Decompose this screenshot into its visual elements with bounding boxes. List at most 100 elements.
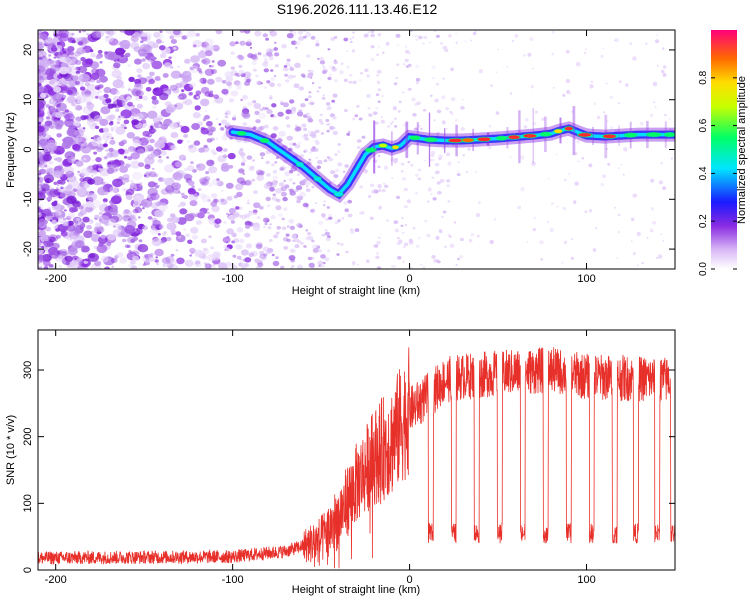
spectrogram-point [188,212,196,219]
spectrogram-point [226,235,230,238]
spectrogram-point [171,216,180,223]
spectrogram-point [573,200,577,204]
spectrogram-point [343,201,348,205]
spectrogram-point [61,62,67,68]
spectrogram-point [198,79,204,83]
spectrogram-point [251,178,256,182]
spectrogram-point [72,72,84,82]
spectrogram-point [242,42,247,46]
spectrogram-point [136,137,139,140]
spectrogram-point [275,205,282,211]
ridge-blob [462,138,474,142]
spectrogram-point [108,114,116,120]
spectrogram-point [96,228,101,232]
spectrogram-point [317,220,324,226]
spectrogram-point [296,199,301,204]
spectrogram-point [232,234,237,238]
spectrogram-point [286,124,291,128]
spectrogram-point [375,255,380,259]
spectrogram-point [259,253,267,260]
spectrogram-point [547,221,550,223]
spectrogram-point [49,137,53,140]
spectrogram-point [324,231,330,236]
spectrogram-point [404,58,409,63]
spectrogram-point [649,228,654,233]
spectrogram-point [433,119,436,122]
spectrogram-point [87,252,100,262]
spectrogram-point [38,30,41,34]
spectrogram-point [438,157,442,161]
spectrogram-point [93,115,103,122]
spectrogram-point [309,101,315,106]
spectrogram-point [202,58,211,65]
spectrogram-point [42,234,51,242]
spectrogram-point [55,124,63,130]
spectrogram-point [600,54,604,58]
spectrogram-point [253,211,258,215]
spectrogram-point [136,74,142,78]
ridge-blob [410,136,420,140]
spectrogram-point [61,111,66,115]
spectrogram-point [435,235,440,240]
spectrogram-point [653,101,655,104]
spectrogram-point [252,126,257,130]
spectrogram-point [402,260,405,263]
spectrogram-point [641,261,644,265]
spectrogram-point [47,44,51,47]
spectrogram-point [204,114,211,120]
spectrogram-point [95,222,102,228]
spectrogram-point [128,218,133,222]
spectrogram-point [66,216,72,221]
spectrogram-point [224,71,233,79]
spectrogram-point [359,185,364,189]
spectrogram-point [432,197,437,201]
spectrogram-point [283,66,289,72]
spectrogram-point [424,219,428,223]
spectrogram-point [185,233,190,238]
spectrogram-point [620,163,623,166]
spectrogram-point [138,216,141,219]
spectrogram-point [130,180,134,183]
spectrogram-point [415,81,419,85]
spectrogram-point [225,241,229,244]
spectrogram-point [109,139,116,145]
spectrogram-point [61,220,69,227]
spectrogram-point [459,237,464,242]
spectrogram-point [116,117,122,121]
ridge-blob [296,162,304,167]
spectrogram-point [123,30,135,36]
spectrogram-point [376,252,379,255]
spectrogram-point [76,173,80,176]
spectrogram-point [38,76,42,80]
ridge-blob [334,192,343,197]
spectrogram-point [265,149,272,155]
spectrogram-point [177,121,181,124]
spectrogram-point [145,211,148,214]
spectrogram-point [152,117,161,123]
spectrogram-point [392,264,397,269]
spectrogram-point [67,79,77,87]
spectrogram-point [520,155,525,160]
spectrogram-point [53,170,63,179]
spectrogram-point [64,113,71,119]
spectrogram-point [200,79,207,85]
spectrogram-point [602,174,606,179]
spectrogram-point [66,224,76,232]
spectrogram-point [211,178,221,186]
spectrogram-point [142,263,147,267]
spectrogram-point [321,96,326,100]
spectrogram-point [233,238,240,244]
spectrogram-point [151,238,162,247]
spectrogram-point [308,102,312,105]
spectrogram-point [442,210,447,214]
spectrogram-point [360,72,363,75]
colorbar-tick-label: 0.6 [698,118,709,132]
spectrogram-point [169,213,176,218]
spectrogram-point [65,170,74,178]
spectrogram-point [197,212,205,219]
spectrogram-point [415,38,419,41]
spectrogram-point [429,159,433,162]
spectrogram-point [547,177,550,180]
spectrogram-point [532,228,536,232]
